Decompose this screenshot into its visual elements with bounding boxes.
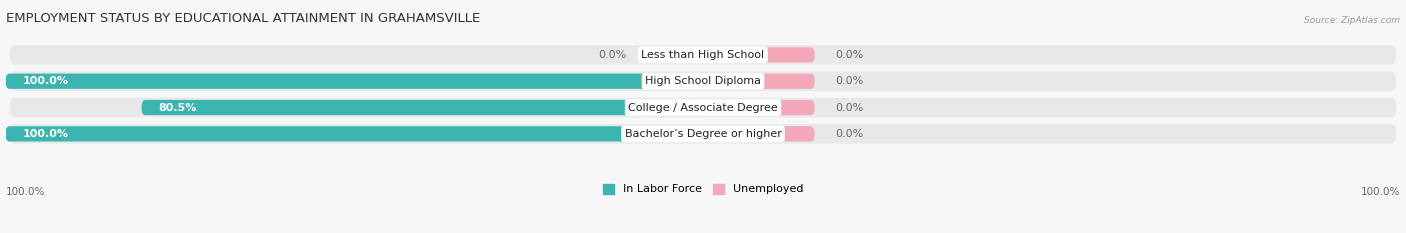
FancyBboxPatch shape: [10, 98, 1396, 117]
Text: Less than High School: Less than High School: [641, 50, 765, 60]
FancyBboxPatch shape: [142, 100, 703, 115]
Text: 0.0%: 0.0%: [835, 103, 863, 113]
Text: 0.0%: 0.0%: [835, 129, 863, 139]
FancyBboxPatch shape: [6, 126, 703, 141]
FancyBboxPatch shape: [10, 124, 1396, 144]
Text: 0.0%: 0.0%: [835, 76, 863, 86]
FancyBboxPatch shape: [703, 126, 814, 141]
Text: Source: ZipAtlas.com: Source: ZipAtlas.com: [1305, 16, 1400, 25]
Text: 100.0%: 100.0%: [1361, 187, 1400, 197]
Text: Bachelor’s Degree or higher: Bachelor’s Degree or higher: [624, 129, 782, 139]
Text: 0.0%: 0.0%: [835, 50, 863, 60]
FancyBboxPatch shape: [703, 47, 814, 62]
FancyBboxPatch shape: [703, 100, 814, 115]
Text: EMPLOYMENT STATUS BY EDUCATIONAL ATTAINMENT IN GRAHAMSVILLE: EMPLOYMENT STATUS BY EDUCATIONAL ATTAINM…: [6, 12, 479, 25]
Text: High School Diploma: High School Diploma: [645, 76, 761, 86]
Text: 0.0%: 0.0%: [598, 50, 626, 60]
FancyBboxPatch shape: [703, 74, 814, 89]
Text: College / Associate Degree: College / Associate Degree: [628, 103, 778, 113]
Text: 100.0%: 100.0%: [22, 76, 69, 86]
Text: 100.0%: 100.0%: [22, 129, 69, 139]
FancyBboxPatch shape: [10, 45, 1396, 65]
Legend: In Labor Force, Unemployed: In Labor Force, Unemployed: [598, 179, 808, 199]
Text: 80.5%: 80.5%: [159, 103, 197, 113]
Text: 100.0%: 100.0%: [6, 187, 45, 197]
FancyBboxPatch shape: [6, 74, 703, 89]
FancyBboxPatch shape: [10, 72, 1396, 91]
